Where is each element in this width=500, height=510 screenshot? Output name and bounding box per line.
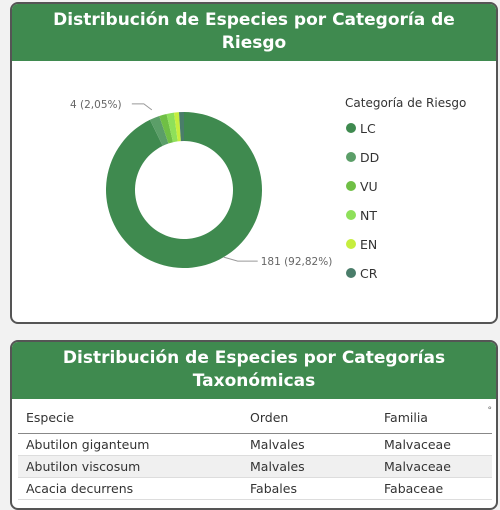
donut-slice-cr[interactable]: [178, 112, 184, 142]
cell-familia: Fabaceae: [376, 477, 492, 500]
legend-title: Categoría de Riesgo: [345, 96, 466, 110]
donut-slice-dd[interactable]: [149, 116, 169, 146]
chart-card: 181 (92,82%) 4 (2,05%) Categoría de Riesg…: [10, 2, 498, 324]
cell-orden: Malvales: [242, 455, 376, 478]
legend-label-en[interactable]: EN: [360, 237, 377, 252]
legend-label-nt[interactable]: NT: [360, 208, 377, 223]
legend-marker-nt[interactable]: [346, 210, 356, 220]
legend-label-cr[interactable]: CR: [360, 266, 378, 281]
donut-slice-en[interactable]: [173, 112, 181, 142]
donut-slice-nt[interactable]: [166, 112, 178, 143]
legend-label-dd[interactable]: DD: [360, 150, 379, 165]
cell-especie: Abutilon viscosum: [18, 455, 242, 478]
column-header-familia[interactable]: Familia: [376, 408, 492, 434]
table-card: Distribución de Especies por Categorías …: [10, 340, 498, 510]
donut-slice-lc[interactable]: [105, 112, 262, 268]
table-header-row: Especie Orden Familia: [18, 408, 492, 434]
table-row[interactable]: Abutilon viscosum Malvales Malvaceae: [18, 455, 492, 478]
leader-line-lc: [223, 256, 258, 262]
cell-orden: Fabales: [242, 477, 376, 500]
data-label-dd: 4 (2,05%): [70, 99, 122, 111]
legend-marker-lc[interactable]: [346, 123, 356, 133]
leader-line-dd: [131, 103, 153, 111]
legend-marker-dd[interactable]: [346, 152, 356, 162]
chart-title: Distribución de Especies por Categoría d…: [12, 4, 496, 61]
cell-especie: Acacia decurrens: [18, 477, 242, 500]
donut-slice-vu[interactable]: [159, 113, 174, 144]
table-row[interactable]: Acacia decurrens Fabales Fabaceae: [18, 477, 492, 500]
legend-label-lc[interactable]: LC: [360, 121, 376, 136]
column-header-especie[interactable]: Especie: [18, 408, 242, 434]
legend-label-vu[interactable]: VU: [360, 179, 378, 194]
donut-chart: 181 (92,82%) 4 (2,05%) Categoría de Riesg…: [70, 96, 466, 281]
table-title: Distribución de Especies por Categorías …: [12, 342, 496, 399]
cell-familia: Malvaceae: [376, 433, 492, 456]
cell-especie: Abutilon giganteum: [18, 433, 242, 456]
taxonomy-table: Especie Orden Familia Abutilon giganteum…: [18, 408, 492, 500]
cell-orden: Malvales: [242, 433, 376, 456]
data-label-lc: 181 (92,82%): [261, 256, 333, 268]
column-header-orden[interactable]: Orden: [242, 408, 376, 434]
table-row[interactable]: Abutilon giganteum Malvales Malvaceae: [18, 433, 492, 456]
legend-marker-vu[interactable]: [346, 181, 356, 191]
cell-familia: Malvaceae: [376, 455, 492, 478]
legend-marker-en[interactable]: [346, 239, 356, 249]
legend-marker-cr[interactable]: [346, 268, 356, 278]
